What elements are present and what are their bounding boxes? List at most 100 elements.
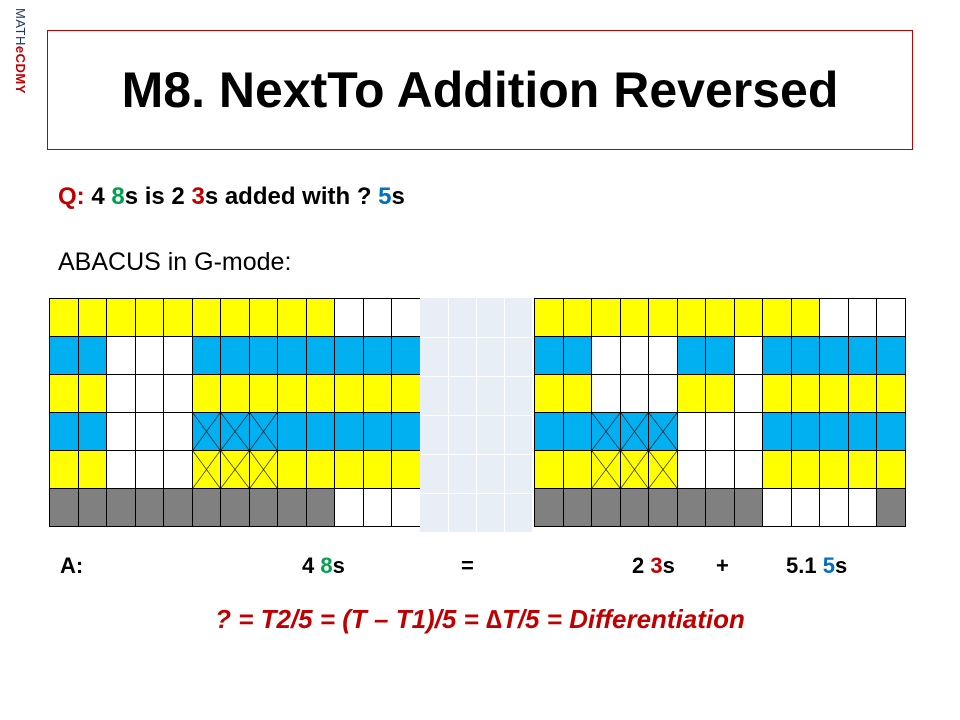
question-part4: s	[391, 183, 405, 210]
abacus-cell	[392, 375, 421, 413]
abacus-cell	[363, 337, 392, 375]
formula: ? = T2/5 = (T – T1)/5 = ∆T/5 = Different…	[0, 604, 960, 635]
abacus-cell	[50, 413, 79, 451]
abacus-cell	[848, 337, 877, 375]
abacus-row	[535, 489, 906, 527]
abacus-cell	[620, 413, 649, 451]
abacus-cell	[392, 337, 421, 375]
abacus-cell	[192, 451, 221, 489]
abacus-cell	[335, 337, 364, 375]
abacus-row	[535, 413, 906, 451]
abacus-cell	[677, 299, 706, 337]
abacus-cell	[535, 451, 564, 489]
question-num2: 3	[191, 183, 205, 210]
abacus-cell	[649, 413, 678, 451]
abacus-cell	[278, 299, 307, 337]
abacus-cell	[363, 451, 392, 489]
abacus-cell	[50, 451, 79, 489]
abacus-cell	[392, 451, 421, 489]
abacus-cell	[877, 299, 906, 337]
abacus-cell	[392, 413, 421, 451]
abacus-cell	[649, 489, 678, 527]
question-part1: 4	[91, 183, 105, 210]
abacus-cell	[791, 375, 820, 413]
question-num3: 5	[378, 183, 392, 210]
abacus-row	[535, 451, 906, 489]
abacus-cell	[535, 489, 564, 527]
abacus-cell	[249, 337, 278, 375]
abacus-cell	[107, 413, 136, 451]
abacus-cell	[306, 413, 335, 451]
abacus-cell	[535, 299, 564, 337]
abacus-cell	[363, 299, 392, 337]
abacus-cell	[791, 413, 820, 451]
abacus-row	[50, 337, 421, 375]
answer-right-count: 5.1	[786, 553, 817, 578]
abacus-row	[535, 299, 906, 337]
ghost-grid	[420, 298, 532, 532]
abacus-cell	[877, 375, 906, 413]
abacus-cell	[563, 299, 592, 337]
abacus-cell	[392, 299, 421, 337]
left-abacus-grid	[49, 298, 421, 527]
abacus-cell	[563, 375, 592, 413]
question-part2: s is 2	[124, 183, 185, 210]
formula-delta: ∆	[486, 604, 502, 634]
abacus-cell	[249, 413, 278, 451]
slide-title: M8. NextTo Addition Reversed	[121, 62, 839, 118]
abacus-cell	[620, 375, 649, 413]
abacus-row	[50, 451, 421, 489]
abacus-cell	[306, 299, 335, 337]
abacus-cell	[135, 299, 164, 337]
answer-mid-num: 3	[650, 553, 663, 578]
formula-left: ? = T2/5 = (T – T1)/5 =	[215, 604, 487, 634]
abacus-cell	[763, 299, 792, 337]
abacus-row	[50, 375, 421, 413]
abacus-cell	[791, 337, 820, 375]
abacus-cell	[820, 451, 849, 489]
abacus-cell	[734, 413, 763, 451]
abacus-cell	[221, 375, 250, 413]
formula-right: T/5 = Differentiation	[501, 604, 745, 634]
abacus-cell	[734, 489, 763, 527]
abacus-cell	[335, 413, 364, 451]
abacus-cell	[763, 375, 792, 413]
abacus-cell	[50, 299, 79, 337]
answer-right-num: 5	[822, 553, 835, 578]
abacus-cell	[620, 299, 649, 337]
abacus-row	[535, 375, 906, 413]
title-box: M8. NextTo Addition Reversed	[47, 30, 913, 150]
abacus-cell	[620, 489, 649, 527]
abacus-cell	[848, 375, 877, 413]
abacus-cell	[592, 413, 621, 451]
abacus-cell	[50, 375, 79, 413]
abacus-cell	[221, 413, 250, 451]
abacus-cell	[848, 413, 877, 451]
abacus-row	[50, 489, 421, 527]
abacus-cell	[848, 489, 877, 527]
answer-equals: =	[461, 553, 474, 578]
abacus-cell	[677, 451, 706, 489]
abacus-cell	[221, 337, 250, 375]
abacus-cell	[620, 337, 649, 375]
abacus-cell	[649, 451, 678, 489]
abacus-cell	[192, 413, 221, 451]
abacus-cell	[78, 375, 107, 413]
abacus-cell	[164, 413, 193, 451]
abacus-cell	[363, 489, 392, 527]
abacus-cell	[877, 451, 906, 489]
answer-right: 5.1 5s	[786, 553, 847, 579]
brand-logo: MATHeCDMY	[6, 8, 28, 148]
abacus-cell	[763, 337, 792, 375]
abacus-cell	[135, 375, 164, 413]
abacus-cell	[820, 375, 849, 413]
abacus-cell	[306, 375, 335, 413]
abacus-cell	[221, 489, 250, 527]
abacus-cell	[649, 337, 678, 375]
abacus-cell	[535, 375, 564, 413]
question-num1: 8	[111, 183, 125, 210]
abacus-cell	[164, 299, 193, 337]
abacus-cell	[107, 451, 136, 489]
abacus-cell	[135, 489, 164, 527]
abacus-cell	[306, 337, 335, 375]
